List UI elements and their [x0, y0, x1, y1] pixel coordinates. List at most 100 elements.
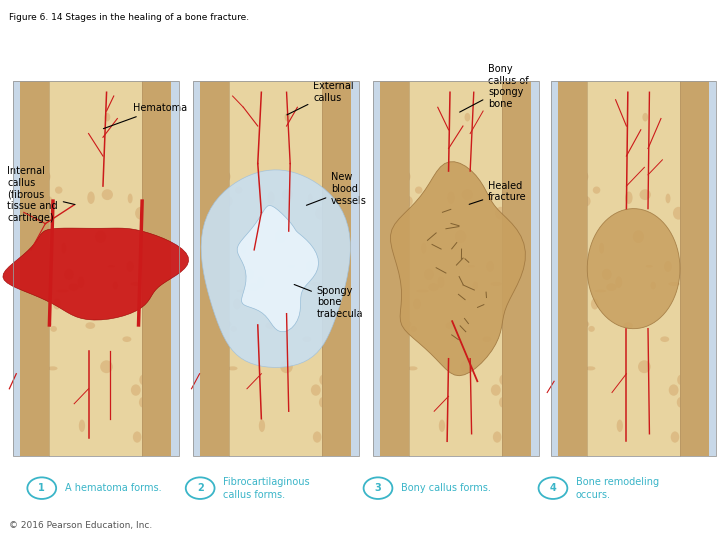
Ellipse shape	[580, 171, 588, 182]
Text: Figure 6. 14 Stages in the healing of a bone fracture.: Figure 6. 14 Stages in the healing of a …	[9, 14, 249, 23]
Ellipse shape	[490, 282, 502, 286]
Ellipse shape	[400, 139, 405, 147]
Ellipse shape	[669, 384, 678, 396]
Text: © 2016 Pearson Education, Inc.: © 2016 Pearson Education, Inc.	[9, 521, 152, 530]
Ellipse shape	[50, 326, 57, 332]
Ellipse shape	[78, 420, 85, 432]
Ellipse shape	[220, 139, 225, 147]
Ellipse shape	[660, 336, 669, 342]
Ellipse shape	[133, 431, 141, 443]
Text: Bony callus forms.: Bony callus forms.	[401, 483, 491, 493]
Ellipse shape	[148, 347, 153, 359]
Ellipse shape	[228, 366, 238, 370]
Ellipse shape	[241, 242, 246, 254]
Bar	[193, 81, 359, 456]
Ellipse shape	[267, 192, 275, 204]
Ellipse shape	[310, 282, 322, 286]
Ellipse shape	[42, 171, 50, 182]
Ellipse shape	[327, 259, 336, 262]
Ellipse shape	[55, 186, 63, 194]
Bar	[13, 81, 20, 456]
Ellipse shape	[499, 397, 508, 408]
Ellipse shape	[44, 196, 53, 206]
Ellipse shape	[112, 281, 118, 289]
Ellipse shape	[577, 139, 583, 147]
Ellipse shape	[95, 230, 107, 243]
Polygon shape	[201, 170, 351, 367]
Ellipse shape	[671, 431, 679, 443]
Ellipse shape	[591, 299, 599, 309]
Ellipse shape	[53, 299, 61, 309]
Ellipse shape	[684, 207, 688, 213]
Ellipse shape	[506, 207, 510, 213]
Ellipse shape	[413, 299, 421, 309]
Ellipse shape	[593, 186, 600, 194]
Ellipse shape	[248, 283, 259, 291]
Ellipse shape	[416, 289, 428, 293]
Ellipse shape	[645, 265, 653, 268]
Polygon shape	[588, 208, 680, 329]
Ellipse shape	[233, 299, 241, 309]
Ellipse shape	[400, 321, 411, 328]
Text: Bony
callus of
spongy
bone: Bony callus of spongy bone	[459, 64, 528, 112]
Text: 1: 1	[38, 483, 45, 493]
Ellipse shape	[258, 420, 265, 432]
Ellipse shape	[402, 171, 410, 182]
Bar	[142, 81, 179, 456]
Ellipse shape	[326, 207, 330, 213]
Ellipse shape	[258, 276, 264, 288]
Ellipse shape	[64, 268, 74, 280]
Bar	[551, 81, 588, 456]
Text: 2: 2	[197, 483, 204, 493]
Bar	[373, 81, 380, 456]
Ellipse shape	[639, 189, 651, 200]
Ellipse shape	[126, 261, 134, 272]
Ellipse shape	[130, 282, 142, 286]
Ellipse shape	[408, 366, 418, 370]
Ellipse shape	[642, 113, 648, 122]
Ellipse shape	[486, 261, 494, 272]
Ellipse shape	[624, 322, 633, 329]
Ellipse shape	[616, 276, 622, 288]
Ellipse shape	[572, 300, 580, 304]
Ellipse shape	[328, 347, 333, 359]
Ellipse shape	[86, 322, 95, 329]
Bar	[551, 81, 716, 456]
Text: External
callus: External callus	[287, 81, 354, 115]
Ellipse shape	[236, 289, 248, 293]
Text: New
blood
vessels: New blood vessels	[307, 172, 367, 206]
Ellipse shape	[686, 347, 691, 359]
Ellipse shape	[122, 336, 131, 342]
Bar	[322, 81, 359, 456]
Ellipse shape	[307, 193, 312, 204]
Ellipse shape	[447, 192, 455, 204]
Ellipse shape	[224, 196, 233, 206]
Ellipse shape	[302, 336, 311, 342]
Ellipse shape	[320, 375, 327, 385]
Ellipse shape	[139, 397, 148, 408]
Ellipse shape	[275, 230, 287, 243]
Bar	[193, 81, 200, 456]
Ellipse shape	[421, 242, 426, 254]
Bar	[351, 81, 359, 456]
Ellipse shape	[235, 186, 243, 194]
Ellipse shape	[606, 283, 617, 291]
Text: Internal
callus
(fibrous
tissue and
cartilage): Internal callus (fibrous tissue and cart…	[7, 166, 75, 222]
Ellipse shape	[678, 375, 685, 385]
Ellipse shape	[668, 282, 680, 286]
Ellipse shape	[602, 268, 612, 280]
Ellipse shape	[287, 265, 295, 268]
Bar	[551, 81, 558, 456]
Ellipse shape	[87, 192, 95, 204]
Ellipse shape	[266, 322, 275, 329]
Ellipse shape	[455, 230, 467, 243]
Ellipse shape	[102, 189, 113, 200]
Ellipse shape	[61, 242, 66, 254]
Text: Spongy
bone
trabecula: Spongy bone trabecula	[294, 285, 364, 319]
Ellipse shape	[78, 276, 84, 288]
Bar	[373, 81, 539, 456]
Ellipse shape	[594, 289, 606, 293]
Bar	[171, 81, 179, 456]
Ellipse shape	[127, 193, 132, 204]
Ellipse shape	[311, 384, 320, 396]
